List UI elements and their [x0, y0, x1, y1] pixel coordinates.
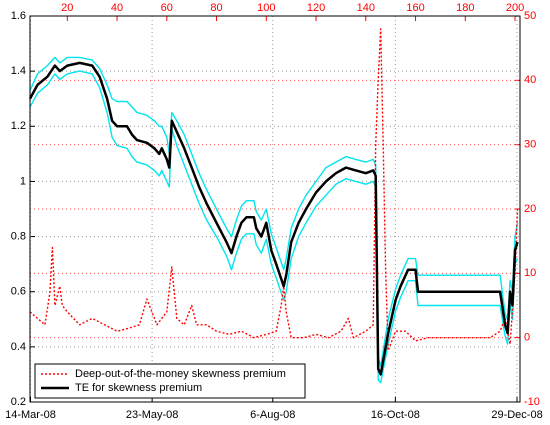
y2-tick-label: 10: [524, 267, 536, 279]
y2-tick-label: -10: [524, 396, 540, 408]
y-tick-label: 1.6: [11, 10, 26, 22]
y2-tick-label: 20: [524, 203, 536, 215]
x2-tick-label: 80: [210, 2, 222, 14]
y-tick-label: 0.8: [11, 230, 26, 242]
x-tick-label: 16-Oct-08: [371, 409, 420, 421]
series-line: [28, 61, 519, 376]
x2-tick-label: 160: [406, 2, 424, 14]
x-tick-label: 29-Dec-08: [491, 409, 542, 421]
plot-frame: [29, 15, 521, 403]
y2-tick-label: 0: [524, 332, 530, 344]
series-line: [29, 28, 519, 352]
series-line: [29, 70, 519, 384]
x2-tick-label: 60: [161, 2, 173, 14]
x2-tick-label: 140: [357, 2, 375, 14]
x-tick-label: 6-Aug-08: [250, 409, 295, 421]
y-tick-label: 0.2: [11, 396, 26, 408]
x2-tick-label: 40: [111, 2, 123, 14]
x2-tick-label: 120: [307, 2, 325, 14]
x2-tick-label: 20: [61, 2, 73, 14]
x-tick-label: 14-Mar-08: [5, 409, 56, 421]
legend-label: Deep-out-of-the-money skewness premium: [75, 368, 286, 380]
x2-tick-label: 100: [257, 2, 275, 14]
legend-label: TE for skewness premium: [75, 382, 202, 394]
y2-tick-label: 40: [524, 74, 536, 86]
y-tick-label: 0.6: [11, 286, 26, 298]
y-tick-label: 0.4: [11, 341, 26, 353]
y-tick-label: 1.2: [11, 120, 26, 132]
x2-tick-label: 180: [456, 2, 474, 14]
y-tick-label: 1.4: [11, 65, 26, 77]
series-line: [29, 56, 519, 367]
x2-tick-label: 200: [506, 2, 524, 14]
y-tick-label: 1: [20, 175, 26, 187]
x-tick-label: 23-May-08: [126, 409, 179, 421]
legend-box: [34, 363, 306, 399]
y2-tick-label: 30: [524, 139, 536, 151]
y2-tick-label: 50: [524, 10, 536, 22]
